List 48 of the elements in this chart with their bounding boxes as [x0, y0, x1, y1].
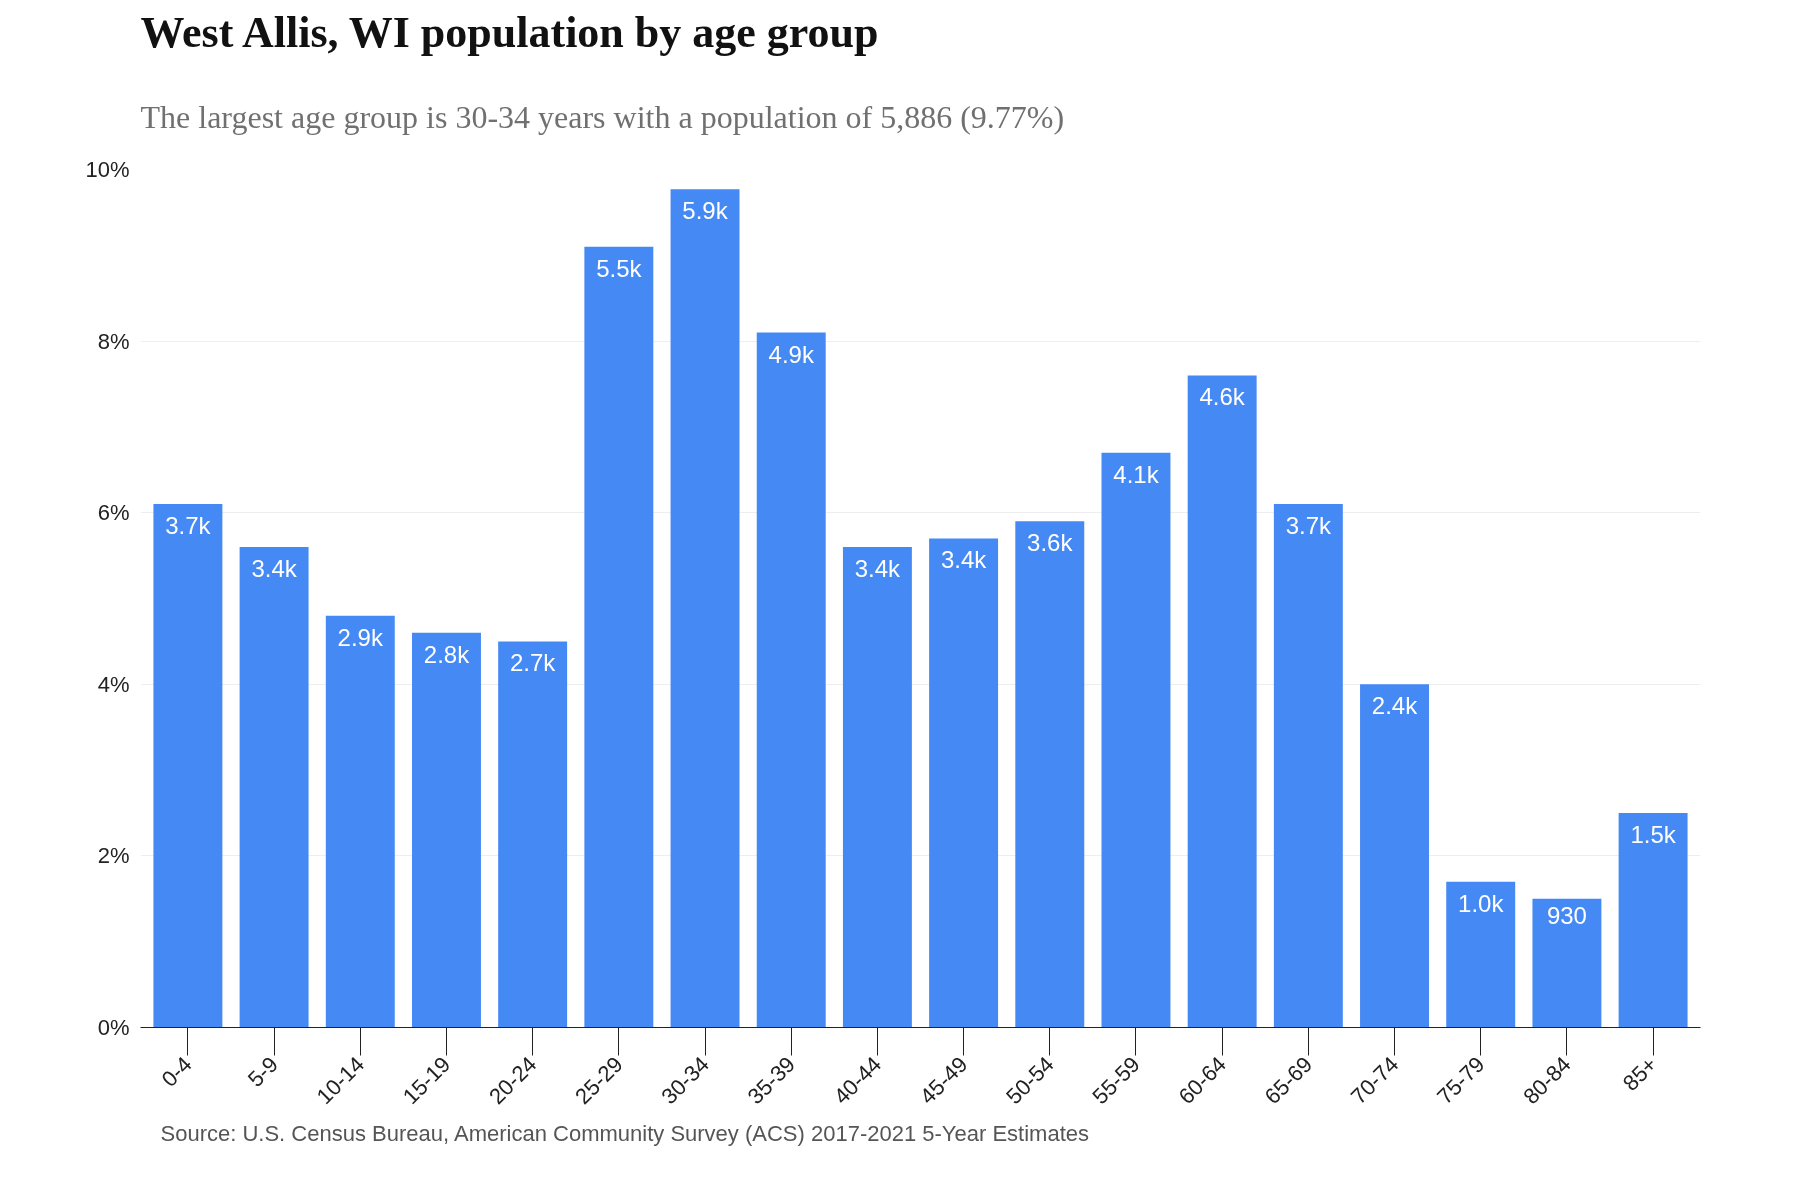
bar — [1446, 881, 1516, 1028]
annotation: 3.6k — [1027, 529, 1074, 557]
annotation: 4.1k — [1113, 460, 1160, 488]
bar — [1187, 375, 1257, 1028]
bar — [1618, 813, 1688, 1028]
annotation: 2.8k — [423, 640, 471, 668]
bar — [411, 632, 481, 1028]
bar — [756, 332, 826, 1028]
annotation: 1.5k — [1630, 821, 1677, 848]
bar — [1273, 504, 1343, 1028]
bar — [498, 641, 568, 1028]
annotation: 4.9k — [768, 340, 815, 368]
y-tick-label: 8% — [97, 328, 130, 354]
annotation: 1.0k — [1458, 889, 1505, 917]
annotation: 3.4k — [251, 555, 298, 583]
annotation: 2.9k — [337, 623, 384, 651]
bar — [325, 615, 395, 1028]
bar — [153, 504, 223, 1028]
annotation: 2.4k — [1371, 692, 1419, 720]
chart-title: West Allis, WI population by age group — [140, 7, 879, 57]
annotation: 5.9k — [682, 197, 729, 225]
bar — [842, 547, 912, 1028]
y-tick-label: 4% — [97, 671, 130, 697]
annotation: 3.7k — [165, 512, 212, 540]
annotation: 5.5k — [596, 254, 643, 282]
bar — [239, 547, 309, 1028]
annotation: 4.6k — [1199, 383, 1246, 411]
bar — [1101, 452, 1171, 1028]
bar — [1015, 521, 1085, 1028]
source-note: Source: U.S. Census Bureau, American Community Survey (ACS) 2017-2021 5-Year Estimates — [160, 1120, 1089, 1146]
chart-subtitle: The largest age group is 30-34 years with a population of 5,886 (9.77%) — [140, 98, 1065, 135]
bar — [670, 189, 740, 1028]
annotation: 930 — [1546, 901, 1587, 929]
annotation: 3.7k — [1285, 512, 1333, 540]
x-tick-label: 5-9 — [242, 1051, 283, 1092]
annotation: 3.4k — [940, 546, 988, 574]
y-tick-label: 0% — [97, 1015, 130, 1040]
y-tick-label: 2% — [97, 843, 130, 869]
annotation: 2.7k — [509, 649, 557, 677]
y-tick-label: 10% — [85, 157, 130, 182]
bar — [584, 246, 654, 1028]
annotation: 3.4k — [854, 555, 902, 583]
x-tick-label: 0-4 — [156, 1051, 197, 1092]
bar — [1360, 684, 1430, 1028]
bar — [929, 538, 999, 1028]
bar — [1532, 898, 1602, 1028]
y-tick-label: 6% — [97, 500, 130, 526]
x-tick-label: 85+ — [1617, 1051, 1662, 1096]
